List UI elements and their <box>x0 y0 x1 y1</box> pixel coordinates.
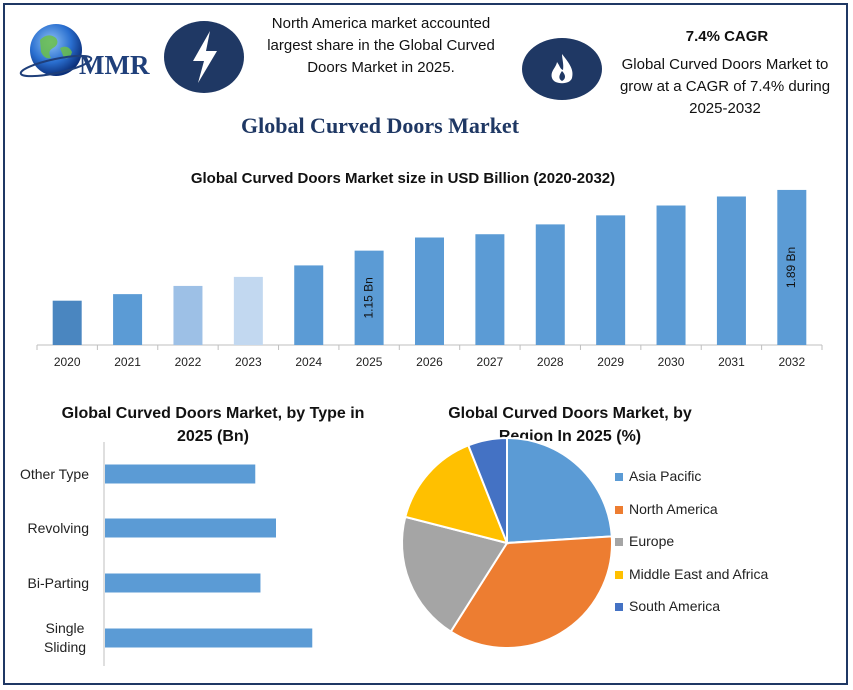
market-size-bar-chart: 2020 2021 2022 2023 2024 2025 1.15 Bn 2026 2027 2… <box>36 189 823 369</box>
category-label: Bi-Parting <box>27 575 89 591</box>
x-tick-label: 2025 <box>356 355 383 369</box>
bar-2027 <box>475 234 505 345</box>
lightning-icon <box>193 31 217 83</box>
legend-label: Middle East and Africa <box>629 565 769 582</box>
x-tick-label: 2020 <box>54 355 81 369</box>
category-label: Other Type <box>19 466 89 482</box>
page-title: Global Curved Doors Market <box>240 113 520 138</box>
hbar-revolving <box>105 518 276 538</box>
x-tick-label: 2022 <box>175 355 202 369</box>
pie-slice-asia-pacific <box>506 436 613 545</box>
x-tick-label: 2031 <box>718 355 745 369</box>
bar-2021 <box>113 294 143 345</box>
x-tick-label: 2032 <box>778 355 805 369</box>
legend-swatch <box>615 473 623 482</box>
category-label: Single Sliding <box>43 620 87 655</box>
legend-label: Europe <box>629 533 675 549</box>
category-label: Revolving <box>27 520 89 536</box>
info1-text: North America market accounted largest s… <box>267 15 495 76</box>
lightning-badge <box>164 21 244 93</box>
x-tick-label: 2021 <box>114 355 141 369</box>
bar-2030 <box>656 205 686 345</box>
bar-2022 <box>173 285 203 345</box>
x-tick-label: 2026 <box>416 355 443 369</box>
flame-icon <box>551 54 573 84</box>
bar-2032 <box>777 189 807 345</box>
legend-item: South America <box>615 598 720 614</box>
legend-item: North America <box>615 501 718 517</box>
info2-text: Global Curved Doors Market to grow at a … <box>619 56 831 117</box>
logo-text: MMR <box>79 50 150 80</box>
hbar-bi-parting <box>105 573 261 593</box>
bar-2024 <box>294 265 324 345</box>
bar-2031 <box>716 196 746 345</box>
legend-swatch <box>615 538 623 547</box>
type-chart-title: Global Curved Doors Market, by Type in 2… <box>61 405 365 445</box>
x-tick-label: 2029 <box>597 355 624 369</box>
flame-badge <box>522 38 602 100</box>
cagr-title: 7.4% CAGR <box>685 28 769 45</box>
legend-item: Asia Pacific <box>615 468 701 484</box>
mmr-logo-icon <box>19 24 93 78</box>
bar-chart-title: Global Curved Doors Market size in USD B… <box>190 170 616 187</box>
infographic-frame <box>3 3 848 685</box>
x-tick-label: 2024 <box>295 355 322 369</box>
legend-item: Middle East and Africa <box>615 566 768 582</box>
x-tick-label: 2027 <box>477 355 504 369</box>
legend-label: Asia Pacific <box>629 468 702 484</box>
bar-2025 <box>354 250 384 345</box>
legend-swatch <box>615 505 623 514</box>
region-pie-chart <box>401 436 613 649</box>
pie-slice-europe <box>401 515 509 634</box>
pie-slice-south-america <box>467 436 508 544</box>
bar-2020 <box>52 300 82 345</box>
pie-slice-north-america <box>449 535 613 649</box>
x-tick-label: 2030 <box>658 355 685 369</box>
bar-2029 <box>596 215 626 345</box>
bar-2026 <box>415 237 444 345</box>
x-tick-label: 2023 <box>235 355 262 369</box>
legend-swatch <box>615 603 623 612</box>
type-bar-chart <box>103 442 313 666</box>
bar-2028 <box>535 224 565 345</box>
pie-slice-middle-east-and-africa <box>404 444 509 545</box>
legend-item: Europe <box>615 533 674 549</box>
x-tick-label: 2028 <box>537 355 564 369</box>
hbar-other-type <box>105 464 256 484</box>
data-label-2025: 1.15 Bn <box>361 277 375 318</box>
legend-swatch <box>615 570 623 579</box>
legend-label: South America <box>629 598 721 614</box>
data-label-2032: 1.89 Bn <box>784 247 798 288</box>
bar-2023 <box>233 276 263 345</box>
legend-label: North America <box>629 500 718 517</box>
hbar-single-sliding <box>105 628 313 648</box>
